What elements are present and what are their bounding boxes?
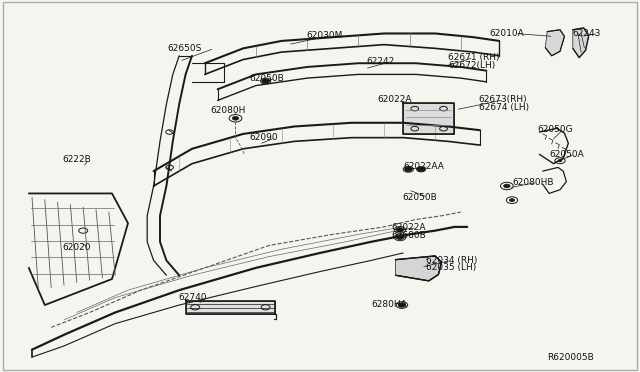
Polygon shape: [573, 28, 589, 58]
Text: 62050B: 62050B: [402, 193, 436, 202]
Text: 62680B: 62680B: [392, 231, 426, 240]
Text: 62080HB: 62080HB: [512, 178, 554, 187]
Text: 62010A: 62010A: [490, 29, 524, 38]
Text: 62242: 62242: [366, 57, 394, 66]
Text: 62030M: 62030M: [306, 31, 342, 40]
Text: 62035 (LH): 62035 (LH): [426, 263, 476, 272]
Circle shape: [558, 160, 562, 162]
Polygon shape: [545, 30, 564, 56]
Circle shape: [404, 167, 412, 171]
Circle shape: [232, 116, 239, 120]
Circle shape: [262, 79, 269, 83]
Text: 62050A: 62050A: [549, 150, 584, 159]
Circle shape: [504, 184, 510, 188]
Circle shape: [417, 167, 425, 171]
Text: 62674 (LH): 62674 (LH): [479, 103, 529, 112]
Text: 62740: 62740: [178, 293, 207, 302]
Circle shape: [398, 303, 406, 307]
Text: 6280HA: 6280HA: [371, 300, 407, 309]
Text: 62020: 62020: [63, 243, 92, 252]
Text: 6222B: 6222B: [63, 155, 92, 164]
Circle shape: [396, 235, 404, 240]
Text: 62022A: 62022A: [392, 223, 426, 232]
Text: 62243: 62243: [573, 29, 601, 38]
Text: 62671 (RH): 62671 (RH): [448, 53, 499, 62]
Text: 62090: 62090: [250, 133, 278, 142]
Polygon shape: [403, 103, 454, 134]
Text: 62022AA: 62022AA: [403, 162, 444, 171]
Circle shape: [509, 199, 515, 202]
Polygon shape: [186, 301, 275, 314]
Polygon shape: [396, 256, 442, 281]
Text: 62034 (RH): 62034 (RH): [426, 256, 477, 265]
Text: R620005B: R620005B: [547, 353, 594, 362]
Text: 62672(LH): 62672(LH): [448, 61, 495, 70]
Text: 62080H: 62080H: [210, 106, 245, 115]
Circle shape: [396, 228, 404, 232]
Text: 62050G: 62050G: [538, 125, 573, 134]
Text: 62673(RH): 62673(RH): [479, 95, 527, 104]
Text: 62050B: 62050B: [250, 74, 284, 83]
Text: 62022A: 62022A: [378, 95, 412, 104]
Text: 62650S: 62650S: [168, 44, 202, 53]
